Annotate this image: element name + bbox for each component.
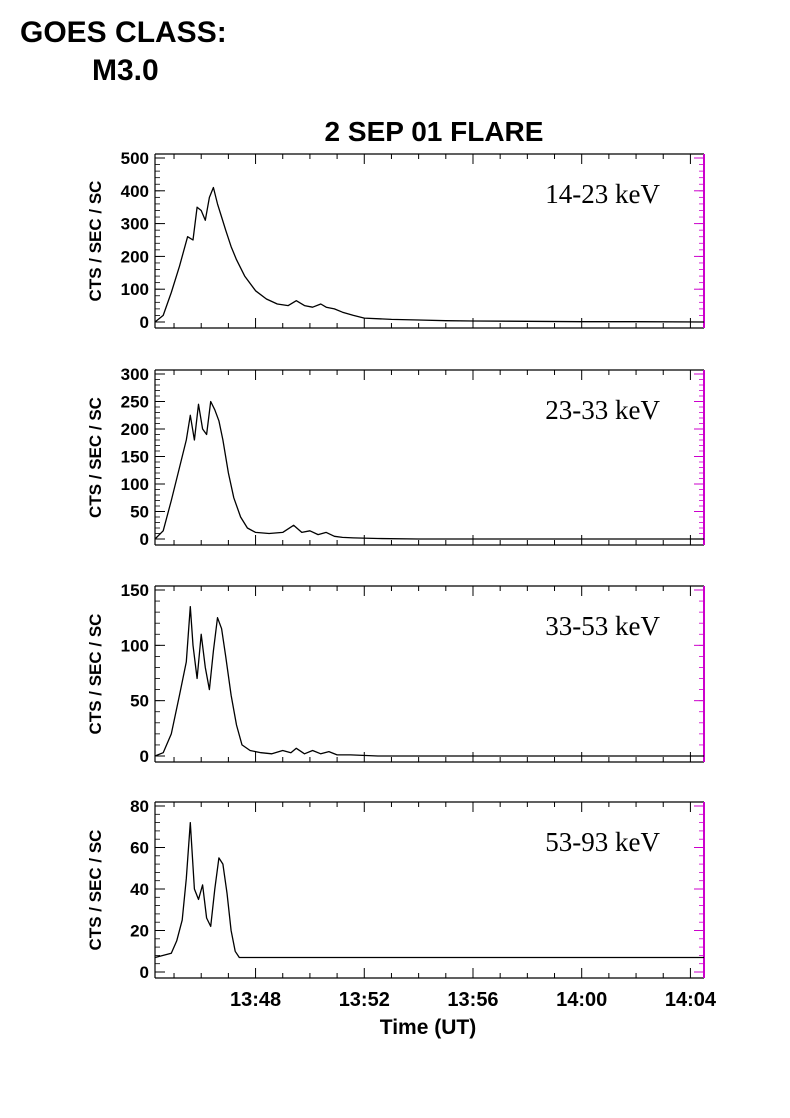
y-axis-label: CTS / SEC / SC bbox=[86, 614, 105, 735]
x-tick-label: 13:48 bbox=[230, 989, 281, 1011]
y-tick-label: 400 bbox=[121, 182, 149, 201]
series-line bbox=[154, 400, 704, 540]
y-axis-label: CTS / SEC / SC bbox=[86, 181, 105, 302]
panel-3: 0 50 100 150 CTS / SEC / SC 33-53 keV bbox=[86, 581, 705, 766]
y-tick-label: 500 bbox=[121, 149, 149, 168]
panel-4: 0 20 40 60 80 CTS / SEC / SC 53-93 keV bbox=[86, 797, 705, 982]
y-tick-label: 100 bbox=[121, 475, 149, 494]
y-axis-label: CTS / SEC / SC bbox=[86, 830, 105, 951]
y-tick-label: 100 bbox=[121, 636, 149, 655]
x-tick-label: 13:56 bbox=[447, 989, 498, 1011]
y-tick-label: 80 bbox=[130, 797, 149, 816]
y-tick-label: 20 bbox=[130, 922, 149, 941]
x-axis-label: Time (UT) bbox=[380, 1016, 476, 1039]
y-tick-label: 200 bbox=[121, 420, 149, 439]
series-label: 53-93 keV bbox=[545, 827, 660, 857]
y-tick-label: 0 bbox=[140, 963, 149, 982]
x-tick-label: 13:52 bbox=[339, 989, 390, 1011]
series-label: 23-33 keV bbox=[545, 395, 660, 425]
panel-1: 0 100 200 300 400 500 CTS / SEC / SC 14-23 keV bbox=[86, 149, 705, 332]
y-axis-label: CTS / SEC / SC bbox=[86, 397, 105, 518]
y-tick-label: 200 bbox=[121, 247, 149, 266]
y-tick-label: 150 bbox=[121, 581, 149, 600]
goes-class-value: M3.0 bbox=[92, 54, 159, 87]
goes-class-label: GOES CLASS: bbox=[20, 16, 227, 49]
x-tick-label: 14:04 bbox=[665, 989, 717, 1011]
y-tick-label: 300 bbox=[121, 215, 149, 234]
y-tick-label: 0 bbox=[140, 530, 149, 549]
y-tick-label: 300 bbox=[121, 365, 149, 384]
y-tick-label: 50 bbox=[130, 503, 149, 522]
panel-2: 0 50 100 150 200 250 300 CTS / SEC / SC 23-33 ke… bbox=[86, 365, 705, 549]
y-tick-label: 100 bbox=[121, 280, 149, 299]
series-line bbox=[154, 186, 705, 323]
y-tick-label: 60 bbox=[130, 839, 149, 858]
y-tick-label: 40 bbox=[130, 880, 149, 899]
series-line bbox=[154, 605, 704, 757]
y-tick-label: 150 bbox=[121, 448, 149, 467]
y-tick-label: 0 bbox=[140, 313, 149, 332]
series-label: 33-53 keV bbox=[545, 611, 660, 641]
series-line bbox=[154, 821, 704, 959]
y-tick-label: 50 bbox=[130, 692, 149, 711]
x-tick-label: 14:00 bbox=[556, 989, 607, 1011]
y-tick-label: 0 bbox=[140, 747, 149, 766]
series-label: 14-23 keV bbox=[545, 179, 660, 209]
y-tick-label: 250 bbox=[121, 393, 149, 412]
chart-title: 2 SEP 01 FLARE bbox=[325, 116, 544, 147]
